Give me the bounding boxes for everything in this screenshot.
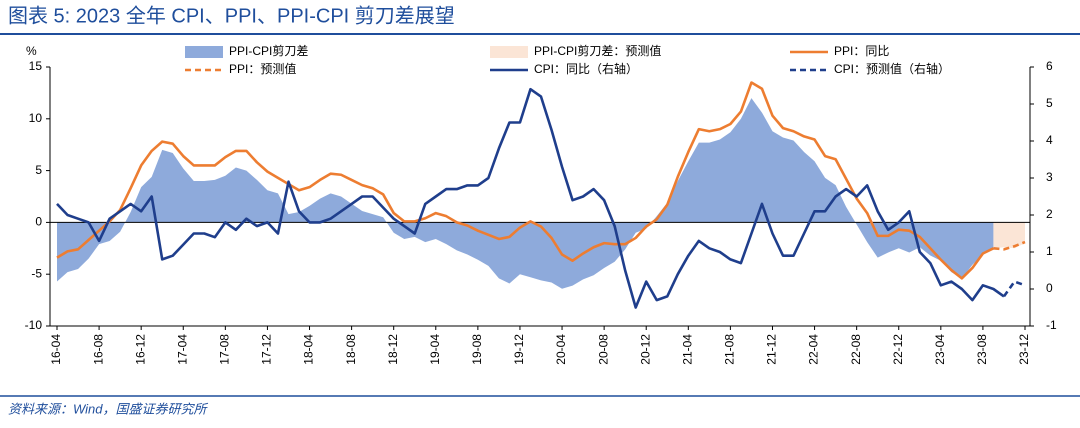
legend-label: CPI：预测值（右轴） — [834, 61, 950, 76]
x-tick-label: 20-04 — [554, 334, 568, 365]
x-tick-label: 16-12 — [133, 334, 147, 365]
x-tick-label: 22-08 — [849, 334, 863, 365]
y2-tick-label: 1 — [1046, 244, 1053, 258]
x-tick-label: 18-04 — [302, 334, 316, 365]
area — [993, 222, 1025, 249]
x-tick-label: 21-04 — [680, 334, 694, 365]
legend-label: PPI：同比 — [834, 44, 889, 58]
y-tick-label: -10 — [25, 318, 43, 332]
y2-tick-label: 2 — [1046, 207, 1053, 221]
y2-tick-label: -1 — [1046, 318, 1057, 332]
y-tick-label: 10 — [29, 111, 43, 125]
y-tick-label: 0 — [35, 215, 42, 229]
x-tick-label: 16-04 — [49, 334, 63, 365]
x-tick-label: 21-08 — [723, 334, 737, 365]
x-tick-label: 20-08 — [596, 334, 610, 365]
x-tick-label: 21-12 — [765, 334, 779, 365]
line — [56, 87, 1005, 309]
x-tick-label: 18-08 — [344, 334, 358, 365]
legend-label: PPI-CPI剪刀差：预测值 — [534, 43, 661, 58]
x-tick-label: 23-12 — [1017, 334, 1031, 365]
legend-label: CPI：同比（右轴） — [534, 61, 638, 76]
line — [1002, 280, 1026, 298]
legend-swatch — [185, 46, 223, 58]
x-tick-label: 22-12 — [891, 334, 905, 365]
legend: PPI-CPI剪刀差 PPI-CPI剪刀差：预测值 PPI：同比 PPI：预测值 CPI… — [185, 43, 950, 76]
y-tick-label: -5 — [31, 266, 42, 280]
legend-label: PPI-CPI剪刀差 — [229, 43, 308, 58]
x-tick-label: 20-12 — [638, 334, 652, 365]
y-axis-label: % — [26, 44, 37, 58]
source: 资料来源：Wind，国盛证券研究所 — [8, 401, 209, 416]
x-tick-label: 16-08 — [91, 334, 105, 365]
x-tick-label: 22-04 — [807, 334, 821, 365]
x-tick-label: 19-12 — [512, 334, 526, 365]
line — [56, 81, 995, 280]
y2-tick-label: 4 — [1046, 133, 1053, 147]
y-tick-label: 15 — [29, 59, 43, 73]
x-tick-label: 23-04 — [933, 334, 947, 365]
y2-tick-label: 0 — [1046, 281, 1053, 295]
y-tick-label: 5 — [35, 163, 42, 177]
x-tick-label: 18-12 — [386, 334, 400, 365]
area — [57, 98, 994, 289]
y2-tick-label: 5 — [1046, 96, 1053, 110]
x-tick-label: 17-12 — [260, 334, 274, 365]
x-tick-label: 19-08 — [470, 334, 484, 365]
x-tick-label: 23-08 — [975, 334, 989, 365]
line — [993, 240, 1026, 251]
x-tick-label: 17-04 — [175, 334, 189, 365]
legend-label: PPI：预测值 — [229, 61, 296, 76]
chart-title: 图表 5: 2023 全年 CPI、PPI、PPI-CPI 剪刀差展望 — [8, 4, 455, 27]
x-tick-label: 19-04 — [428, 334, 442, 365]
y2-tick-label: 3 — [1046, 170, 1053, 184]
y2-tick-label: 6 — [1046, 59, 1053, 73]
x-tick-label: 17-08 — [218, 334, 232, 365]
legend-swatch — [490, 46, 528, 58]
